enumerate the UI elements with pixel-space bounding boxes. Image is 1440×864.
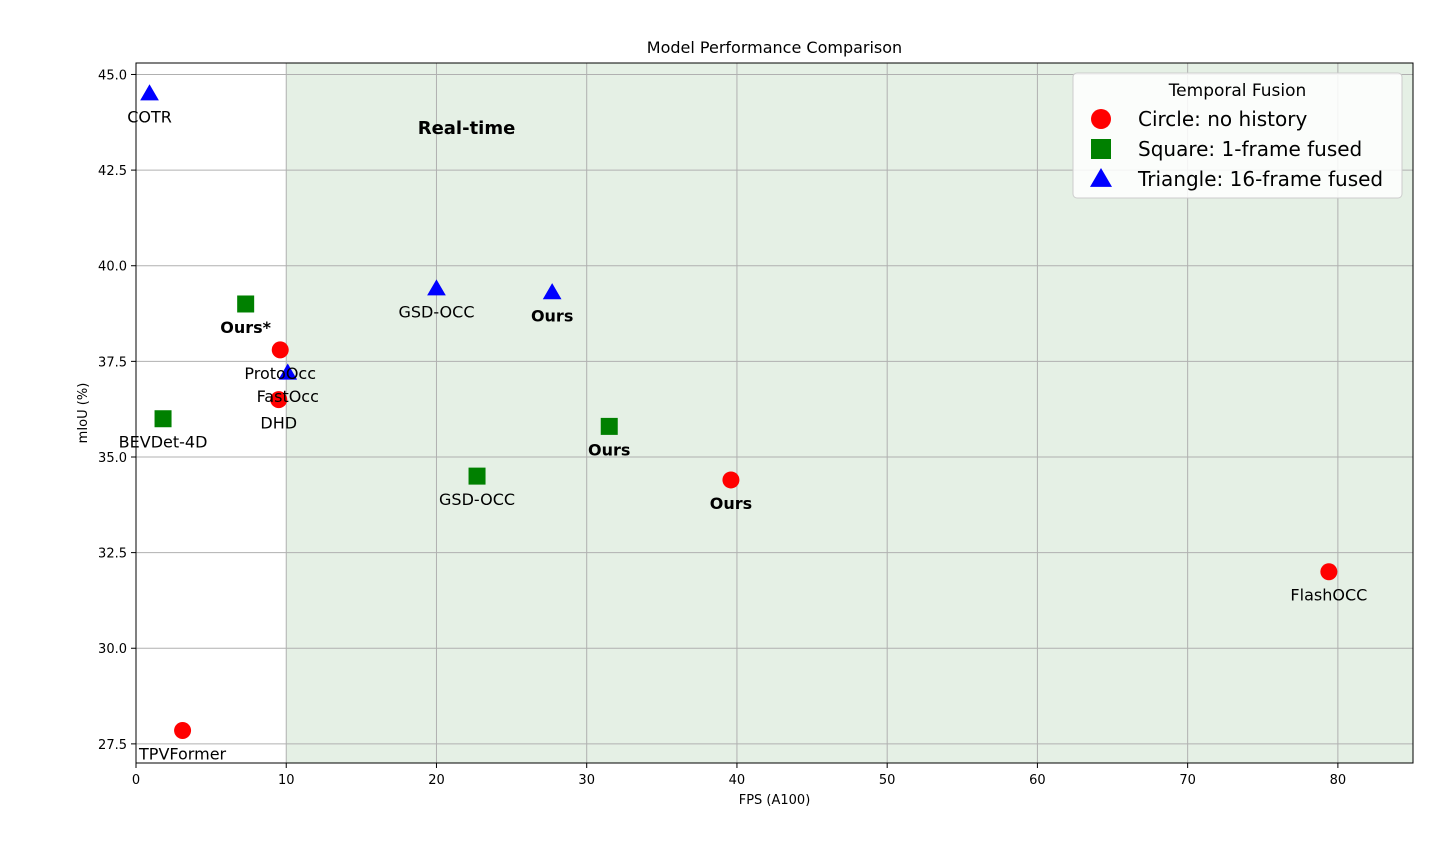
points-layer <box>140 84 1338 739</box>
x-tick-label: 40 <box>729 773 746 788</box>
x-tick-label: 10 <box>278 773 295 788</box>
point-label: GSD-OCC <box>439 490 515 509</box>
chart-title: Model Performance Comparison <box>647 38 902 57</box>
point-label: Ours* <box>220 318 271 337</box>
point-label: GSD-OCC <box>398 303 474 322</box>
point-labels-layer: COTR Ours* ProtoOcc FastOcc DHD BEVDet-4D GSD-… <box>119 108 1368 764</box>
data-point-triangle <box>140 84 159 101</box>
data-point-circle <box>270 391 288 409</box>
plot-frame <box>135 62 1414 764</box>
data-point-circle <box>174 721 192 739</box>
point-label: TPVFormer <box>138 744 227 763</box>
x-tick-label: 50 <box>879 773 896 788</box>
data-point-square <box>468 467 486 485</box>
y-tick-label: 45.0 <box>98 68 127 83</box>
point-label: FastOcc <box>257 387 319 406</box>
y-tick-label: 37.5 <box>98 355 127 370</box>
point-label: Ours <box>710 494 752 513</box>
legend-entry-label: Square: 1-frame fused <box>1138 137 1362 161</box>
y-tick-label: 27.5 <box>98 738 127 753</box>
legend-entry-label: Circle: no history <box>1138 107 1307 131</box>
data-point-circle <box>271 341 289 359</box>
x-tick-label: 0 <box>132 773 140 788</box>
point-label: ProtoOcc <box>244 364 316 383</box>
legend: Temporal Fusion Circle: no history Square… <box>1072 72 1403 199</box>
data-point-triangle <box>427 279 446 296</box>
point-label: Ours <box>588 440 630 459</box>
point-label: BEVDet-4D <box>119 433 208 452</box>
y-tick-label: 35.0 <box>98 451 127 466</box>
legend-marker-circle <box>1091 109 1111 129</box>
x-tick-label: 70 <box>1179 773 1196 788</box>
y-tick-label: 32.5 <box>98 547 127 562</box>
data-point-triangle <box>278 363 298 380</box>
ticks-layer: 0 10 20 30 40 50 60 70 80 27.5 30.0 32.5 35.0 37.5 40.… <box>98 68 1346 788</box>
y-axis-title: mIoU (%) <box>76 383 91 444</box>
y-tick-label: 42.5 <box>98 164 127 179</box>
x-tick-label: 20 <box>428 773 445 788</box>
data-point-square <box>154 410 172 428</box>
point-label: FlashOCC <box>1290 586 1367 605</box>
legend-title: Temporal Fusion <box>1168 81 1307 101</box>
legend-box <box>1072 72 1403 199</box>
data-point-square <box>600 417 618 435</box>
x-tick-label: 80 <box>1330 773 1347 788</box>
y-tick-label: 40.0 <box>98 260 127 275</box>
point-label: DHD <box>260 414 297 433</box>
data-point-triangle <box>542 283 562 300</box>
realtime-region-label: Real-time <box>418 118 516 139</box>
data-point-square <box>237 295 255 313</box>
x-axis-title: FPS (A100) <box>739 793 811 808</box>
legend-marker-square <box>1091 139 1111 159</box>
x-tick-label: 30 <box>578 773 595 788</box>
x-tick-label: 60 <box>1029 773 1046 788</box>
point-label: Ours <box>531 307 573 326</box>
data-point-circle <box>1320 563 1338 581</box>
data-point-circle <box>722 471 740 489</box>
y-tick-label: 30.0 <box>98 642 127 657</box>
point-label: COTR <box>127 108 172 127</box>
legend-entry-label: Triangle: 16-frame fused <box>1137 167 1383 191</box>
legend-marker-triangle <box>1090 168 1112 187</box>
